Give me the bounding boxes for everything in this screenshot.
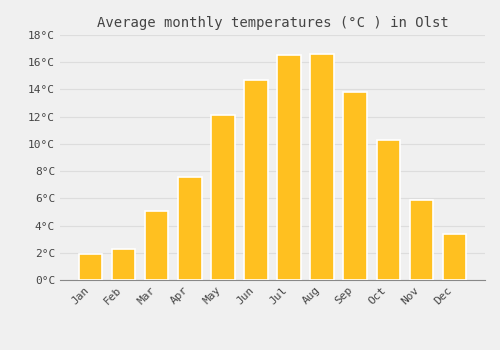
- Bar: [146, 211, 169, 280]
- Bar: [278, 55, 300, 280]
- Bar: [112, 249, 136, 280]
- Bar: [442, 234, 466, 280]
- Bar: [178, 176, 202, 280]
- Bar: [244, 80, 268, 280]
- Bar: [212, 115, 234, 280]
- Title: Average monthly temperatures (°C ) in Olst: Average monthly temperatures (°C ) in Ol…: [96, 16, 448, 30]
- Bar: [80, 254, 102, 280]
- Bar: [310, 54, 334, 280]
- Bar: [410, 200, 432, 280]
- Bar: [344, 92, 366, 280]
- Bar: [376, 140, 400, 280]
